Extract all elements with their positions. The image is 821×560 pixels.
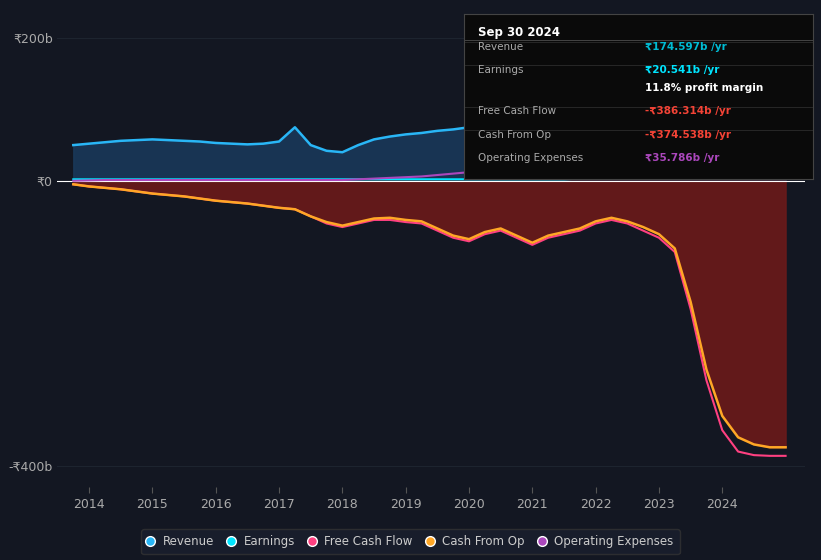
Text: Earnings: Earnings (478, 65, 523, 75)
Text: ₹35.786b /yr: ₹35.786b /yr (645, 153, 720, 163)
Text: Revenue: Revenue (478, 42, 523, 52)
Text: -₹386.314b /yr: -₹386.314b /yr (645, 106, 732, 116)
Text: Cash From Op: Cash From Op (478, 129, 551, 139)
Text: -₹374.538b /yr: -₹374.538b /yr (645, 129, 732, 139)
Text: ₹174.597b /yr: ₹174.597b /yr (645, 42, 727, 52)
Text: Sep 30 2024: Sep 30 2024 (478, 26, 560, 39)
Legend: Revenue, Earnings, Free Cash Flow, Cash From Op, Operating Expenses: Revenue, Earnings, Free Cash Flow, Cash … (141, 529, 680, 554)
Text: ₹20.541b /yr: ₹20.541b /yr (645, 65, 720, 75)
Text: Free Cash Flow: Free Cash Flow (478, 106, 556, 116)
Text: 11.8% profit margin: 11.8% profit margin (645, 83, 764, 94)
Text: Operating Expenses: Operating Expenses (478, 153, 583, 163)
